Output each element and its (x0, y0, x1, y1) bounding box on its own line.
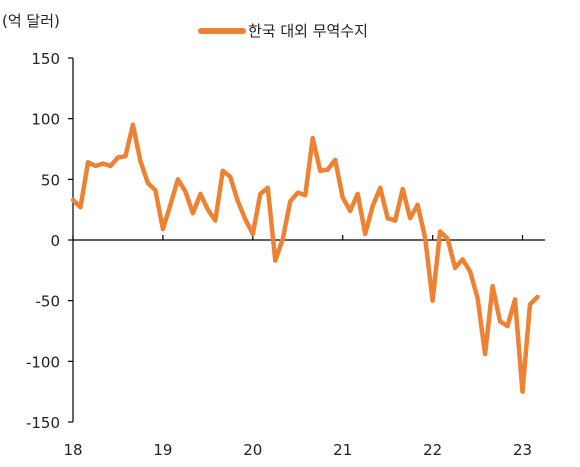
y-tick-label: -150 (26, 414, 60, 432)
y-tick-label: -100 (26, 353, 60, 371)
y-tick-label: 0 (50, 232, 60, 250)
x-tick-label: 20 (243, 441, 262, 459)
x-tick-label: 19 (153, 441, 172, 459)
y-unit-label: (억 달러) (2, 12, 60, 30)
x-tick-label: 21 (333, 441, 352, 459)
x-tick-label: 22 (423, 441, 442, 459)
x-tick-label: 23 (513, 441, 532, 459)
legend: 한국 대외 무역수지 (198, 22, 368, 40)
series-layer (70, 122, 540, 394)
legend-label: 한국 대외 무역수지 (248, 22, 368, 40)
y-tick-label: -50 (36, 293, 61, 311)
y-tick-label: 150 (31, 50, 60, 68)
y-tick-label: 100 (31, 111, 60, 129)
trade-balance-line (70, 122, 540, 394)
y-axis: 150 100 50 0 -50 -100 -150 (26, 50, 74, 432)
x-tick-label: 18 (63, 441, 82, 459)
x-axis: 18 19 20 21 22 23 (63, 235, 545, 459)
y-tick-label: 50 (41, 171, 60, 189)
